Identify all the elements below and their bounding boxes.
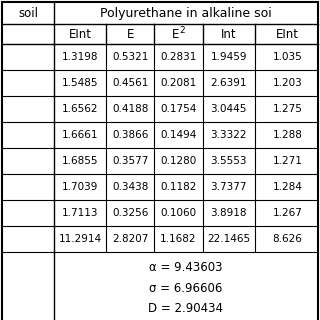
- Text: E: E: [127, 28, 134, 41]
- Text: 1.6855: 1.6855: [62, 156, 98, 166]
- Text: 1.5485: 1.5485: [62, 78, 98, 88]
- Text: soil: soil: [18, 6, 38, 20]
- Text: α = 9.43603: α = 9.43603: [149, 261, 223, 274]
- Text: 0.1060: 0.1060: [160, 208, 196, 218]
- Text: 3.7377: 3.7377: [211, 182, 247, 192]
- Text: EInt: EInt: [68, 28, 92, 41]
- Text: 2: 2: [180, 26, 185, 35]
- Text: 1.267: 1.267: [272, 208, 302, 218]
- Text: 2.6391: 2.6391: [211, 78, 247, 88]
- Text: 0.3256: 0.3256: [112, 208, 148, 218]
- Text: 1.3198: 1.3198: [62, 52, 98, 62]
- Text: 3.3322: 3.3322: [211, 130, 247, 140]
- Text: 3.5553: 3.5553: [211, 156, 247, 166]
- Text: D = 2.90434: D = 2.90434: [148, 302, 223, 315]
- Text: 3.8918: 3.8918: [211, 208, 247, 218]
- Text: 0.4561: 0.4561: [112, 78, 148, 88]
- Text: 3.0445: 3.0445: [211, 104, 247, 114]
- Text: 0.3577: 0.3577: [112, 156, 148, 166]
- Text: 0.3438: 0.3438: [112, 182, 148, 192]
- Text: 1.035: 1.035: [273, 52, 302, 62]
- Text: 0.5321: 0.5321: [112, 52, 148, 62]
- Text: 0.1182: 0.1182: [160, 182, 197, 192]
- Text: 0.2081: 0.2081: [160, 78, 196, 88]
- Text: σ = 6.96606: σ = 6.96606: [149, 282, 223, 294]
- Text: 1.284: 1.284: [272, 182, 302, 192]
- Text: 22.1465: 22.1465: [207, 234, 250, 244]
- Text: 1.1682: 1.1682: [160, 234, 197, 244]
- Text: 1.6562: 1.6562: [62, 104, 98, 114]
- Text: 1.275: 1.275: [272, 104, 302, 114]
- Text: 2.8207: 2.8207: [112, 234, 148, 244]
- Text: 1.288: 1.288: [272, 130, 302, 140]
- Text: 0.4188: 0.4188: [112, 104, 148, 114]
- Text: 0.1280: 0.1280: [160, 156, 196, 166]
- Text: 0.1754: 0.1754: [160, 104, 197, 114]
- Text: 11.2914: 11.2914: [59, 234, 102, 244]
- Text: 0.3866: 0.3866: [112, 130, 148, 140]
- Text: 0.2831: 0.2831: [160, 52, 197, 62]
- Text: 8.626: 8.626: [272, 234, 302, 244]
- Text: 1.203: 1.203: [273, 78, 302, 88]
- Text: 0.1494: 0.1494: [160, 130, 197, 140]
- Text: 1.271: 1.271: [272, 156, 302, 166]
- Text: 1.9459: 1.9459: [211, 52, 247, 62]
- Text: EInt: EInt: [276, 28, 299, 41]
- Text: Polyurethane in alkaline soi: Polyurethane in alkaline soi: [100, 6, 272, 20]
- Text: Int: Int: [221, 28, 236, 41]
- Text: 1.7039: 1.7039: [62, 182, 98, 192]
- Text: 1.7113: 1.7113: [62, 208, 98, 218]
- Text: E: E: [172, 28, 179, 41]
- Text: 1.6661: 1.6661: [62, 130, 98, 140]
